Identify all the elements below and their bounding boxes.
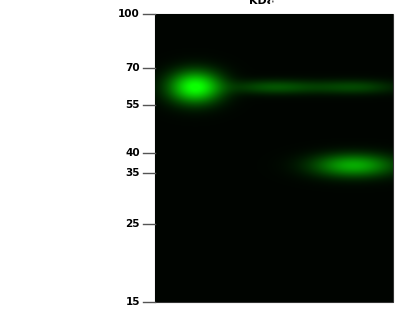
Text: 55: 55 (126, 100, 140, 110)
Text: 40: 40 (125, 148, 140, 158)
Text: 25: 25 (126, 219, 140, 230)
Text: B: B (269, 0, 279, 11)
Text: C: C (349, 0, 358, 11)
Text: A: A (190, 0, 200, 11)
FancyBboxPatch shape (155, 14, 393, 302)
Text: 15: 15 (126, 297, 140, 307)
Text: 100: 100 (118, 9, 140, 19)
Text: KDa: KDa (250, 0, 275, 6)
Text: 70: 70 (125, 63, 140, 73)
Text: 35: 35 (126, 168, 140, 178)
